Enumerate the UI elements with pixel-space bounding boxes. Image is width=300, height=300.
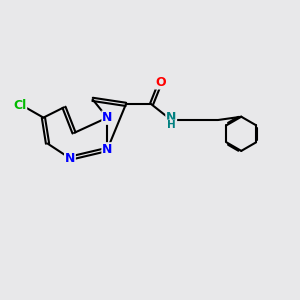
Text: Cl: Cl xyxy=(13,99,26,112)
Text: N: N xyxy=(102,143,112,156)
Text: O: O xyxy=(155,76,166,89)
Text: N: N xyxy=(65,152,75,165)
Text: N: N xyxy=(166,110,176,124)
Text: N: N xyxy=(102,111,112,124)
Text: H: H xyxy=(167,120,176,130)
